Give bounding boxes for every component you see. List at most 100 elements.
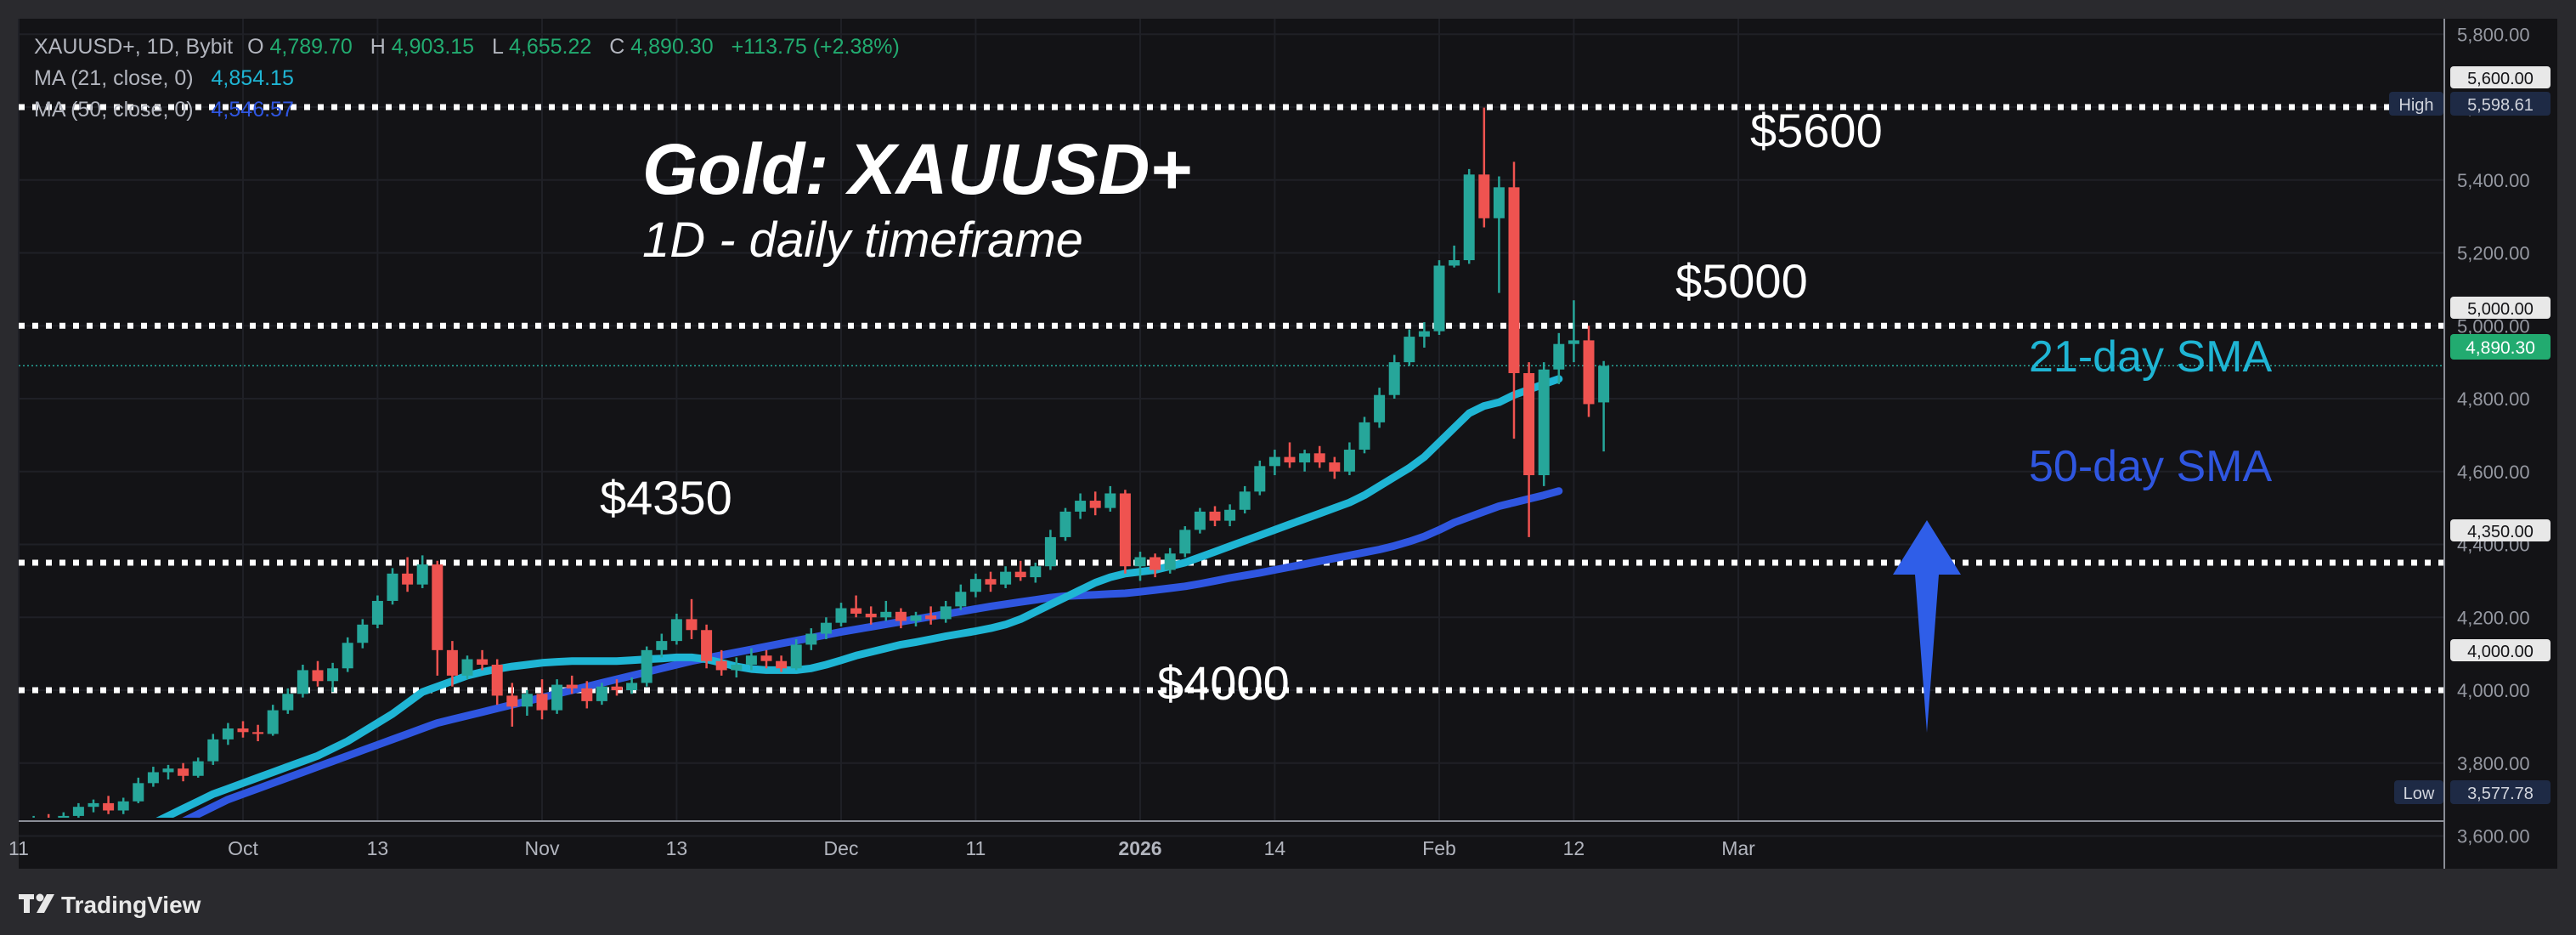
candle[interactable] [1463, 168, 1475, 264]
candle[interactable] [1374, 388, 1386, 428]
candle[interactable] [371, 595, 383, 629]
candle[interactable] [835, 603, 847, 626]
candle[interactable] [1044, 530, 1056, 570]
candle[interactable] [521, 690, 533, 717]
candle[interactable] [581, 681, 593, 709]
candle[interactable] [133, 777, 144, 803]
candle[interactable] [252, 724, 264, 742]
candle[interactable] [267, 705, 279, 736]
candle[interactable] [1224, 504, 1236, 527]
candle[interactable] [402, 557, 414, 592]
candle[interactable] [446, 641, 458, 687]
tradingview-logo[interactable]: TradingView [19, 892, 201, 918]
candle[interactable] [641, 646, 652, 687]
candle[interactable] [1299, 450, 1311, 472]
candle[interactable] [506, 683, 518, 727]
candle[interactable] [1209, 506, 1221, 527]
candle[interactable] [1254, 460, 1266, 496]
candle[interactable] [1075, 493, 1087, 519]
candle[interactable] [551, 679, 563, 714]
candle[interactable] [162, 764, 174, 780]
candle[interactable] [117, 797, 129, 814]
candle[interactable] [1404, 329, 1415, 366]
candle[interactable] [1583, 326, 1595, 417]
candle[interactable] [1179, 526, 1191, 558]
time-axis[interactable]: 11 Oct 13 Nov 13 Dec 11 2026 14 Feb 12 Mar [8, 837, 1755, 859]
candle[interactable] [745, 648, 757, 671]
candle[interactable] [701, 624, 713, 669]
candle[interactable] [850, 595, 862, 618]
candle[interactable] [1164, 547, 1176, 574]
candle[interactable] [880, 600, 892, 621]
candle[interactable] [1268, 450, 1280, 476]
candle[interactable] [103, 796, 115, 814]
candle[interactable] [1493, 176, 1505, 293]
candle[interactable] [1030, 562, 1042, 583]
price-axis[interactable]: 3,600.003,800.004,000.004,200.004,400.00… [2457, 24, 2530, 847]
candle[interactable] [1568, 300, 1579, 363]
candle[interactable] [1194, 507, 1206, 534]
candle[interactable] [596, 683, 607, 706]
candle[interactable] [686, 598, 698, 639]
candle[interactable] [1134, 552, 1146, 581]
candle[interactable] [222, 722, 234, 745]
ma21-legend[interactable]: MA (21, close, 0) 4,854.15 [34, 66, 294, 90]
candle[interactable] [1014, 560, 1026, 581]
candle[interactable] [88, 799, 99, 813]
candle[interactable] [237, 721, 249, 738]
candle[interactable] [178, 762, 189, 782]
symbol-line[interactable]: XAUUSD+, 1D, Bybit [34, 35, 233, 59]
candle[interactable] [1119, 490, 1131, 574]
candle[interactable] [1089, 491, 1101, 516]
candle[interactable] [805, 628, 817, 650]
candle[interactable] [1523, 362, 1535, 537]
candle[interactable] [432, 560, 443, 676]
candle[interactable] [1553, 332, 1565, 384]
candle[interactable] [491, 659, 503, 706]
candle[interactable] [969, 573, 981, 598]
candle[interactable] [72, 802, 84, 819]
candle[interactable] [192, 757, 204, 778]
ma50-legend[interactable]: MA (50, close, 0) 4,546.57 [34, 98, 294, 122]
candle[interactable] [58, 812, 70, 829]
candle[interactable] [1433, 260, 1445, 335]
candle[interactable] [1284, 442, 1296, 468]
candle[interactable] [1343, 442, 1355, 476]
candle[interactable] [416, 555, 428, 588]
candle[interactable] [1239, 485, 1251, 514]
candle[interactable] [1598, 360, 1610, 452]
candle[interactable] [910, 611, 922, 626]
candle[interactable] [955, 584, 967, 610]
candle[interactable] [1059, 507, 1071, 541]
candle[interactable] [1508, 162, 1520, 439]
candle[interactable] [1329, 456, 1341, 479]
candle[interactable] [940, 600, 952, 623]
candles[interactable] [14, 107, 1610, 840]
candle[interactable] [1538, 362, 1550, 486]
candle[interactable] [1104, 485, 1116, 512]
candle[interactable] [670, 613, 682, 645]
candle[interactable] [1449, 245, 1460, 268]
candle[interactable] [1313, 445, 1325, 468]
candle[interactable] [731, 657, 743, 677]
candle[interactable] [776, 655, 788, 672]
candle[interactable] [985, 571, 997, 592]
candle[interactable] [1000, 566, 1012, 588]
candle[interactable] [297, 664, 308, 698]
candle[interactable] [477, 649, 489, 671]
candle[interactable] [865, 606, 877, 625]
candle[interactable] [656, 633, 668, 658]
candle[interactable] [925, 606, 937, 625]
candle[interactable] [1478, 107, 1490, 228]
candle[interactable] [536, 679, 548, 720]
candle[interactable] [387, 568, 398, 605]
candle[interactable] [147, 767, 159, 787]
candle[interactable] [312, 660, 324, 687]
candle[interactable] [1418, 321, 1430, 348]
candle[interactable] [1388, 354, 1400, 399]
candle[interactable] [43, 813, 54, 830]
candle[interactable] [820, 617, 832, 639]
candle[interactable] [626, 677, 638, 694]
candle[interactable] [461, 655, 473, 680]
candle[interactable] [1359, 416, 1370, 454]
